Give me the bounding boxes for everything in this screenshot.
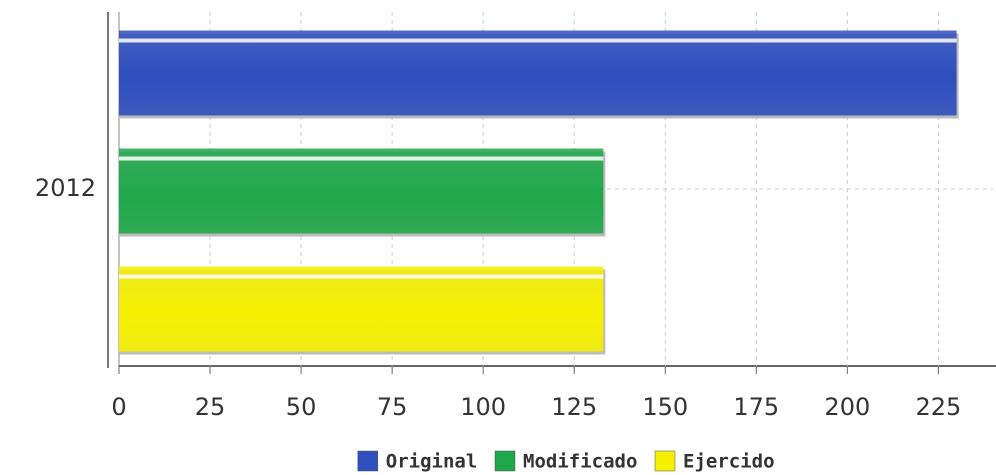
x-tick-label: 125 bbox=[551, 393, 597, 421]
x-tick-label: 225 bbox=[915, 393, 961, 421]
legend-swatch bbox=[494, 450, 516, 472]
bar-fill bbox=[119, 266, 604, 352]
bar-highlight bbox=[119, 38, 957, 43]
bar-fill bbox=[119, 148, 604, 234]
bar-highlight bbox=[119, 156, 604, 161]
legend-label: Original bbox=[386, 451, 478, 473]
y-tick-label: 2012 bbox=[35, 174, 96, 202]
bar bbox=[119, 30, 959, 119]
x-tick-label: 200 bbox=[824, 393, 870, 421]
legend-swatch bbox=[654, 450, 676, 472]
x-tick-label: 100 bbox=[460, 393, 506, 421]
x-tick-label: 150 bbox=[642, 393, 688, 421]
x-tick-label: 175 bbox=[733, 393, 779, 421]
bar bbox=[119, 266, 606, 355]
legend-swatch bbox=[357, 450, 379, 472]
x-tick-label: 50 bbox=[286, 393, 317, 421]
x-tick-label: 0 bbox=[111, 393, 126, 421]
bar-highlight bbox=[119, 274, 604, 279]
bar bbox=[119, 148, 606, 237]
bar-fill bbox=[119, 30, 957, 116]
legend-label: Ejercido bbox=[683, 451, 775, 473]
x-tick-label: 25 bbox=[195, 393, 226, 421]
x-tick-label: 75 bbox=[377, 393, 408, 421]
legend-label: Modificado bbox=[523, 451, 637, 473]
